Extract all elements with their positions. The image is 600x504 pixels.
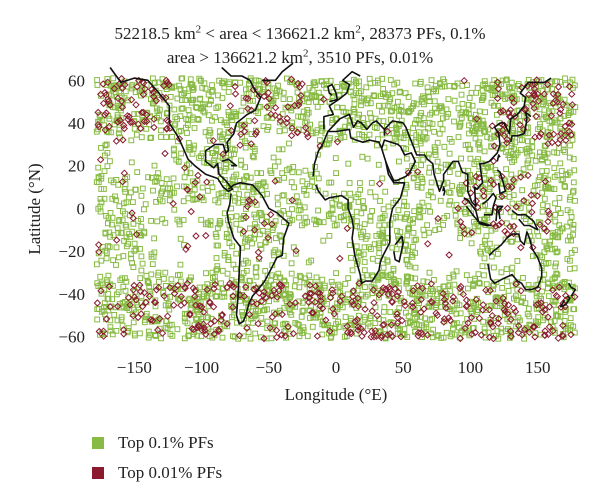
coastline-cuba — [221, 158, 238, 167]
coastline-sri-lanka — [442, 186, 446, 196]
coastline-australia — [487, 231, 543, 291]
x-tick-label: 50 — [395, 358, 412, 377]
coastline-new-zealand-n — [567, 282, 577, 297]
y-axis-label: Latitude (°N) — [25, 163, 44, 254]
x-tick-label: 150 — [525, 358, 551, 377]
plot-area — [93, 74, 579, 343]
coastline-south-america — [226, 182, 290, 325]
coastline-sulawesi — [495, 205, 504, 222]
legend-label: Top 0.01% PFs — [118, 463, 223, 482]
series-top-0-1-markers — [93, 75, 579, 342]
coastlines — [109, 62, 577, 325]
coastline-north-america — [109, 66, 262, 193]
chart-title-line-1: 52218.5 km2 < area < 136621.2 km2, 28373… — [114, 23, 486, 43]
coastline-africa — [312, 128, 406, 284]
coastline-uk — [327, 83, 339, 103]
coastline-med-north — [327, 113, 386, 136]
y-tick-label: −60 — [58, 328, 85, 347]
coastline-java — [476, 220, 492, 227]
y-tick-label: 40 — [68, 114, 85, 133]
x-tick-label: −150 — [117, 358, 152, 377]
coastline-new-guinea — [511, 209, 539, 231]
x-axis-label: Longitude (°E) — [285, 385, 388, 404]
legend-item-top-0-1: Top 0.1% PFs — [92, 428, 222, 458]
coastline-greenland — [262, 62, 294, 82]
y-tick-label: 0 — [77, 199, 86, 218]
coastline-japan — [510, 111, 532, 143]
red-square-icon — [92, 467, 104, 479]
y-tick-label: 60 — [68, 71, 85, 90]
coastline-madagascar — [393, 235, 404, 263]
coastline-taiwan — [496, 154, 501, 162]
y-tick-label: 20 — [68, 157, 85, 176]
chart-title-line-2: area > 136621.2 km2, 3510 PFs, 0.01% — [166, 47, 434, 67]
x-tick-label: −50 — [256, 358, 283, 377]
coastline-sumatra — [463, 197, 480, 222]
legend-item-top-0-01: Top 0.01% PFs — [92, 458, 222, 488]
x-tick-label: −100 — [184, 358, 219, 377]
coastline-europe — [323, 70, 361, 130]
legend-label: Top 0.1% PFs — [118, 433, 214, 452]
coastline-philippines — [496, 169, 507, 195]
y-tick-label: −20 — [58, 242, 85, 261]
green-square-icon — [92, 437, 104, 449]
axis-ticks: −150 −100 −50 0 50 100 150 60 40 20 0 −20 −40 −60 — [58, 71, 550, 377]
x-tick-label: 100 — [458, 358, 484, 377]
coastline-asia-south — [383, 77, 552, 208]
coastline-new-zealand-s — [559, 295, 571, 308]
green-square-marker — [93, 75, 579, 342]
coastline-arabia — [380, 139, 417, 182]
coastline-borneo — [482, 192, 497, 216]
x-tick-label: 0 — [332, 358, 341, 377]
y-tick-label: −40 — [58, 285, 85, 304]
legend: Top 0.1% PFs Top 0.01% PFs — [92, 428, 222, 488]
